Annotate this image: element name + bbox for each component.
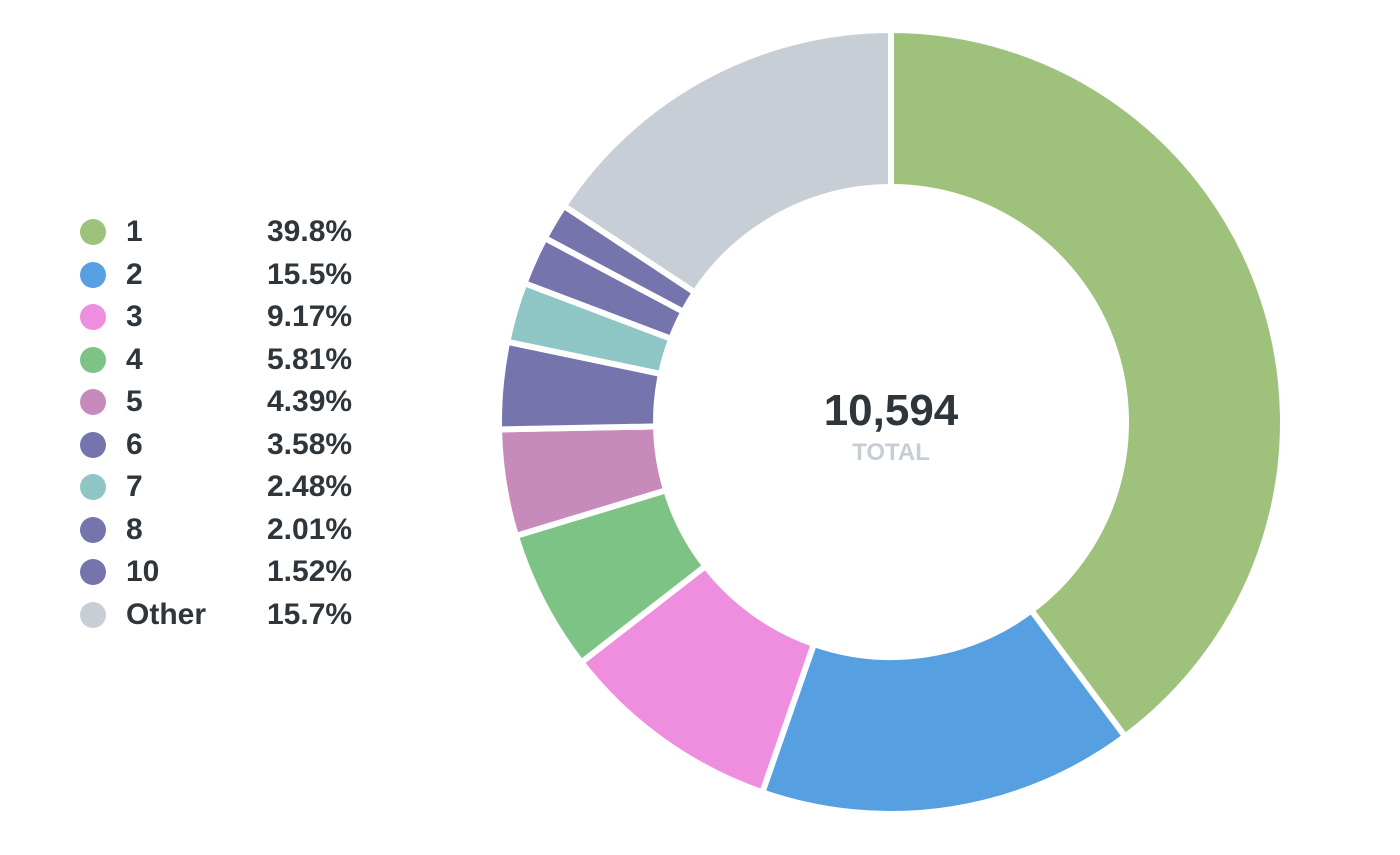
legend-percent: 39.8% bbox=[267, 215, 353, 249]
legend-swatch bbox=[80, 304, 106, 331]
legend-percent: 1.52% bbox=[267, 555, 353, 589]
legend-percent: 15.5% bbox=[267, 257, 353, 291]
legend-swatch bbox=[80, 559, 106, 586]
legend-swatch bbox=[80, 346, 106, 373]
legend-label: Other bbox=[126, 597, 207, 631]
chart-legend: 1 39.8% 2 15.5% 3 9.17% 4 5.81% 5 4.39% 6 3.58% 7 2.4… bbox=[80, 211, 380, 636]
total-label: TOTAL bbox=[852, 439, 930, 466]
donut-slice[interactable] bbox=[888, 26, 1286, 741]
legend-percent: 2.48% bbox=[267, 470, 353, 504]
legend-percent: 5.81% bbox=[267, 342, 353, 376]
legend-swatch bbox=[80, 474, 106, 501]
legend-item[interactable]: 6 3.58% bbox=[80, 424, 380, 467]
total-value: 10,594 bbox=[824, 386, 959, 435]
legend-label: 6 bbox=[126, 427, 143, 461]
legend-label: 10 bbox=[126, 555, 160, 589]
legend-item[interactable]: 5 4.39% bbox=[80, 381, 380, 424]
legend-item[interactable]: 7 2.48% bbox=[80, 466, 380, 509]
donut-slice[interactable] bbox=[559, 26, 894, 297]
legend-percent: 2.01% bbox=[267, 512, 353, 546]
legend-label: 8 bbox=[126, 512, 143, 546]
legend-item[interactable]: 3 9.17% bbox=[80, 296, 380, 339]
legend-label: 3 bbox=[126, 300, 143, 334]
legend-swatch bbox=[80, 431, 106, 458]
legend-item[interactable]: 1 39.8% bbox=[80, 211, 380, 254]
legend-item[interactable]: 2 15.5% bbox=[80, 254, 380, 297]
legend-label: 5 bbox=[126, 385, 143, 419]
donut-slice[interactable] bbox=[758, 606, 1130, 817]
legend-swatch bbox=[80, 601, 106, 628]
legend-item[interactable]: Other 15.7% bbox=[80, 594, 380, 637]
legend-item[interactable]: 4 5.81% bbox=[80, 339, 380, 382]
legend-percent: 4.39% bbox=[267, 385, 353, 419]
legend-swatch bbox=[80, 389, 106, 416]
legend-swatch bbox=[80, 261, 106, 288]
legend-item[interactable]: 8 2.01% bbox=[80, 509, 380, 552]
legend-label: 7 bbox=[126, 470, 143, 504]
legend-label: 2 bbox=[126, 257, 143, 291]
legend-label: 1 bbox=[126, 215, 143, 249]
legend-label: 4 bbox=[126, 342, 143, 376]
legend-swatch bbox=[80, 219, 106, 246]
donut-slices bbox=[496, 26, 1286, 817]
legend-percent: 15.7% bbox=[267, 597, 353, 631]
legend-percent: 9.17% bbox=[267, 300, 353, 334]
legend-swatch bbox=[80, 516, 106, 543]
legend-item[interactable]: 10 1.52% bbox=[80, 551, 380, 594]
legend-percent: 3.58% bbox=[267, 427, 353, 461]
